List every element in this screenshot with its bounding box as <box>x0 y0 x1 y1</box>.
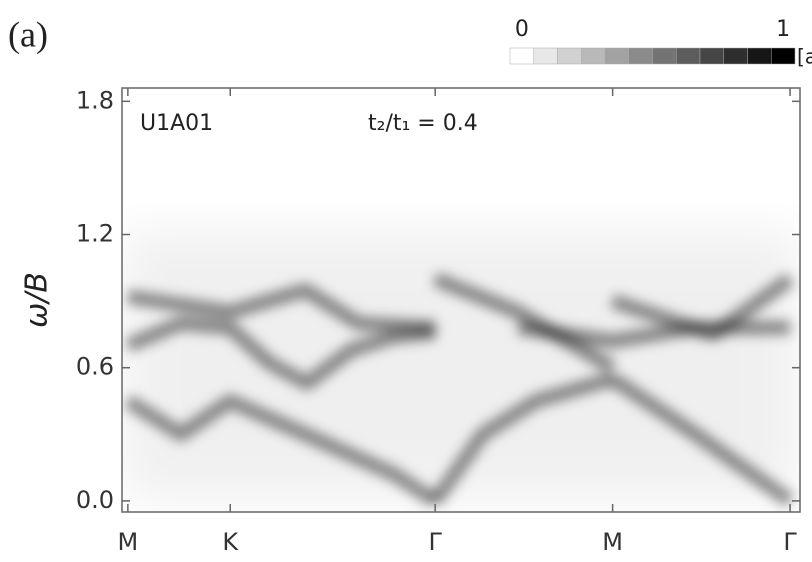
y-tick-label: 1.8 <box>76 86 114 114</box>
band <box>610 273 795 342</box>
colorbar-step <box>628 47 653 65</box>
panel-label: (a) <box>8 14 48 54</box>
x-tick-label: M <box>602 528 623 556</box>
colorbar-label: [a.u.] <box>797 45 812 69</box>
colorbar-step <box>699 47 724 65</box>
annotation: t₂/t₁ = 0.4 <box>368 111 478 136</box>
x-tick-label: K <box>222 528 239 556</box>
colorbar-step <box>747 47 772 65</box>
band <box>124 394 439 507</box>
x-tick-label: Γ <box>428 528 442 556</box>
colorbar-step <box>652 47 677 65</box>
colorbar-step <box>509 47 534 65</box>
band <box>126 283 436 335</box>
colorbar-step <box>533 47 558 65</box>
frame <box>121 87 801 513</box>
y-axis-label: ω/B <box>20 272 55 328</box>
y-tick-label: 0.6 <box>76 353 114 381</box>
colorbar-tick-label: 1 <box>776 17 790 42</box>
colorbar-step <box>604 47 629 65</box>
y-tick-label: 1.2 <box>76 220 114 248</box>
band <box>608 372 795 507</box>
band <box>517 320 791 349</box>
band <box>429 372 615 505</box>
y-tick-label: 0.0 <box>76 486 114 514</box>
x-tick-label: M <box>117 528 138 556</box>
band <box>432 272 617 374</box>
colorbar: 0 1 [a.u.] <box>509 17 812 69</box>
annotation: U1A01 <box>140 111 213 136</box>
colorbar-step <box>723 47 748 65</box>
bands <box>124 272 795 507</box>
plot-area <box>122 230 800 507</box>
colorbar-step <box>771 47 796 65</box>
colorbar-step <box>581 47 606 65</box>
colorbar-step <box>676 47 701 65</box>
band <box>125 316 436 391</box>
x-tick-label: Γ <box>783 528 797 556</box>
colorbar-tick-label: 0 <box>515 17 529 42</box>
colorbar-step <box>557 47 582 65</box>
